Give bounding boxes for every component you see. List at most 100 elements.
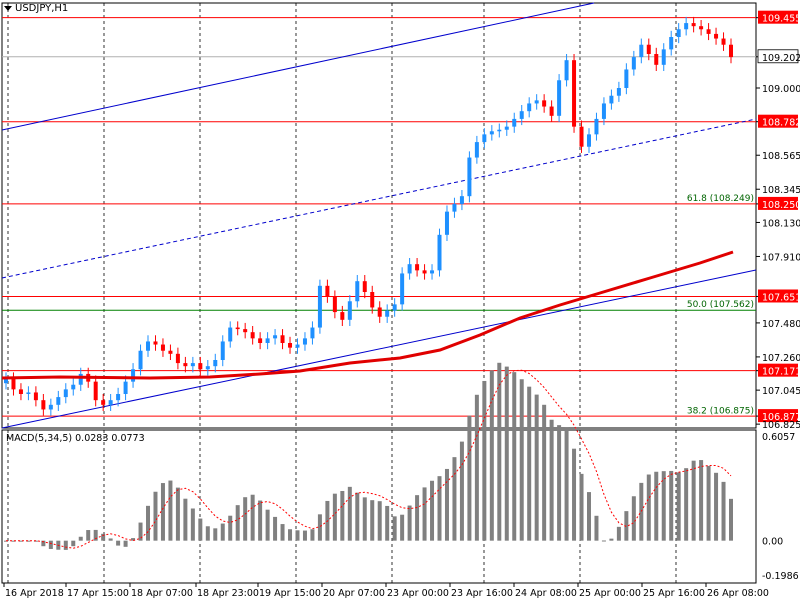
candle-body xyxy=(250,332,255,339)
price-axis-label: 109.202 xyxy=(762,53,800,64)
candle-body xyxy=(295,344,300,348)
macd-label: MACD(5,34,5) 0.0283 0.0773 xyxy=(6,433,145,444)
macd-histogram-bar xyxy=(422,487,427,541)
fib-level-label: 61.8 (108.249) xyxy=(687,194,754,204)
macd-histogram-bar xyxy=(415,495,420,541)
macd-histogram-bar xyxy=(400,514,405,541)
macd-histogram-bar xyxy=(497,362,502,541)
candle-body xyxy=(228,327,233,342)
macd-histogram-bar xyxy=(437,476,442,541)
price-axis-label: 108.130 xyxy=(762,218,800,229)
candle-body xyxy=(93,381,98,401)
macd-histogram-bar xyxy=(183,498,188,541)
candle-body xyxy=(646,44,651,54)
macd-histogram-bar xyxy=(340,490,345,541)
time-axis-label: 25 Apr 16:00 xyxy=(643,588,705,599)
candle-body xyxy=(153,341,158,345)
candle-body xyxy=(56,397,61,405)
candle-body xyxy=(78,373,83,385)
candle-body xyxy=(168,350,173,354)
macd-histogram-bar xyxy=(317,514,322,541)
chevron-down-icon[interactable] xyxy=(4,6,12,11)
macd-histogram-bar xyxy=(512,372,517,541)
candle-body xyxy=(654,54,659,65)
candle-body xyxy=(706,29,711,34)
macd-axis-label: -0.1986 xyxy=(762,571,799,582)
macd-histogram-bar xyxy=(86,530,91,541)
candle-body xyxy=(467,157,472,197)
macd-histogram-bar xyxy=(258,500,263,541)
macd-histogram-bar xyxy=(586,492,591,541)
candle-body xyxy=(18,389,23,394)
macd-histogram-bar xyxy=(684,468,689,541)
candle-body xyxy=(669,37,674,50)
candle-body xyxy=(729,44,733,58)
candle-body xyxy=(474,142,479,158)
price-axis-label: 107.260 xyxy=(762,353,800,364)
macd-histogram-bar xyxy=(377,501,382,541)
candle-body xyxy=(310,327,315,339)
macd-histogram-bar xyxy=(699,460,704,541)
macd-histogram-bar xyxy=(385,505,390,541)
candle-body xyxy=(273,335,278,339)
macd-histogram-bar xyxy=(370,500,375,541)
time-axis-label: 25 Apr 00:00 xyxy=(579,588,641,599)
candle-body xyxy=(594,118,599,135)
macd-histogram-bar xyxy=(474,394,479,541)
channel-line-lower xyxy=(1,269,757,429)
candle-body xyxy=(362,281,367,292)
macd-histogram-bar xyxy=(235,505,240,541)
candle-body xyxy=(407,264,412,274)
candle-body xyxy=(586,134,591,147)
macd-histogram-bar xyxy=(332,493,337,541)
candle-body xyxy=(385,310,390,317)
candle-body xyxy=(288,343,293,348)
macd-histogram-bar xyxy=(228,515,233,541)
macd-histogram-bar xyxy=(624,511,629,541)
candle-body xyxy=(41,400,46,410)
candle-body xyxy=(639,44,644,58)
macd-histogram-bar xyxy=(729,498,733,541)
macd-histogram-bar xyxy=(265,509,270,541)
macd-histogram-bar xyxy=(564,427,569,541)
candle-body xyxy=(4,378,8,384)
moving-average-line xyxy=(1,250,734,380)
macd-histogram-bar xyxy=(250,494,255,541)
macd-histogram-bar xyxy=(355,492,360,541)
price-axis-label: 106.877 xyxy=(762,412,800,423)
macd-histogram-bar xyxy=(168,480,173,541)
candle-body xyxy=(512,118,517,127)
price-axis-badge xyxy=(758,10,798,24)
macd-histogram-bar xyxy=(631,496,636,541)
macd-histogram-bar xyxy=(669,470,674,541)
macd-histogram-bar xyxy=(101,533,106,541)
candle-body xyxy=(370,292,375,308)
macd-histogram-bar xyxy=(295,530,300,541)
macd-histogram-bar xyxy=(160,483,165,541)
macd-histogram-bar xyxy=(123,540,128,547)
price-axis-badge xyxy=(758,363,798,377)
macd-pane-border xyxy=(1,429,757,584)
candle-body xyxy=(332,296,337,313)
candle-body xyxy=(527,103,532,112)
chart-title[interactable]: USDJPY,H1 xyxy=(4,3,68,14)
macd-histogram-bar xyxy=(691,460,696,541)
time-axis-label: 26 Apr 08:00 xyxy=(707,588,769,599)
candle-body xyxy=(572,60,577,127)
time-axis-label: 19 Apr 15:00 xyxy=(259,588,321,599)
macd-histogram-bar xyxy=(639,482,644,541)
macd-histogram-bar xyxy=(71,540,76,547)
time-axis-label: 17 Apr 15:00 xyxy=(67,588,129,599)
price-axis-label: 108.345 xyxy=(762,185,800,196)
macd-histogram-bar xyxy=(572,448,577,541)
price-axis-badge xyxy=(757,49,799,64)
candle-body xyxy=(108,400,113,405)
candle-body xyxy=(48,404,53,410)
candle-body xyxy=(616,88,621,96)
macd-axis-label: 0.6057 xyxy=(762,432,795,443)
candle-body xyxy=(138,350,143,370)
candle-body xyxy=(131,369,136,382)
candle-body xyxy=(631,57,636,70)
